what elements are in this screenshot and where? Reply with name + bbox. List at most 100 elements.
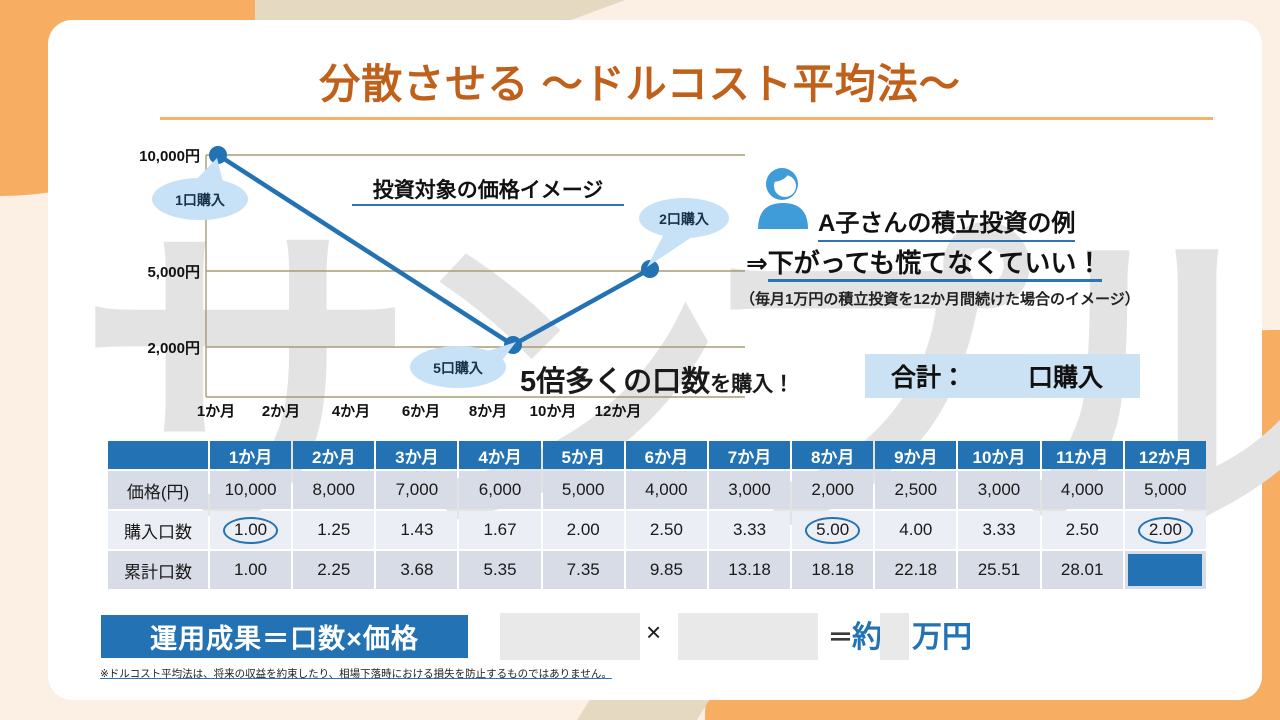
price-cell: 10,000 xyxy=(210,471,292,509)
total-label: 合計： xyxy=(891,364,967,392)
x-tick-10: 10か月 xyxy=(530,403,577,420)
cumulative-cell: 1.00 xyxy=(210,551,292,589)
month-header: 12か月 xyxy=(1124,441,1206,469)
hidden-value-box xyxy=(1128,554,1203,586)
units-cell: 1.00 xyxy=(210,511,292,549)
units-cell: 1.25 xyxy=(293,511,375,549)
units-cell: 3.33 xyxy=(958,511,1040,549)
buy-more-callout: 5倍多くの口数を購入！ xyxy=(520,358,794,400)
month-header: 6か月 xyxy=(625,441,707,469)
table-corner-cell xyxy=(108,441,208,469)
chart-title: 投資対象の価格イメージ xyxy=(373,178,604,202)
formula-blank-result xyxy=(880,613,909,660)
subnote: （毎月1万円の積立投資を12か月間続けた場合のイメージ） xyxy=(740,291,1140,308)
y-tick-5000: 5,000円 xyxy=(147,264,200,281)
units-cell: 1.43 xyxy=(376,511,458,549)
cumulative-cell: 28.01 xyxy=(1041,551,1123,589)
month-header: 3か月 xyxy=(376,441,458,469)
x-tick-8: 8か月 xyxy=(469,403,507,420)
point-month12 xyxy=(641,260,659,278)
x-tick-12: 12か月 xyxy=(595,403,642,420)
units-cell: 3.33 xyxy=(708,511,791,549)
buy-more-suffix: を購入！ xyxy=(710,373,795,396)
price-cell: 7,000 xyxy=(376,471,458,509)
row-label-price: 価格(円) xyxy=(108,471,208,509)
bubble-2-tail xyxy=(647,230,692,267)
arrow-glyph: ⇒ xyxy=(746,248,768,278)
disclaimer-footnote: ※ドルコスト平均法は、将来の収益を約束したり、相場下落時における損失を防止するも… xyxy=(100,668,612,680)
units-cell: 2.50 xyxy=(1041,511,1123,549)
month-header: 2か月 xyxy=(293,441,375,469)
total-suffix: 口購入 xyxy=(1028,364,1104,392)
units-cell: 4.00 xyxy=(875,511,957,549)
price-cell: 2,500 xyxy=(875,471,957,509)
formula-label-box: 運用成果＝口数×価格 xyxy=(101,615,468,658)
cumulative-cell: 2.25 xyxy=(293,551,375,589)
buy-more-text: 5倍多くの口数 xyxy=(520,366,711,398)
cumulative-cell-hidden xyxy=(1124,551,1206,589)
equals-sign: ＝ xyxy=(828,624,854,652)
month-header: 4か月 xyxy=(459,441,541,469)
price-cell: 6,000 xyxy=(459,471,541,509)
cumulative-cell: 22.18 xyxy=(875,551,957,589)
units-cell: 2.00 xyxy=(542,511,624,549)
circled-value: 2.00 xyxy=(1137,516,1193,544)
bubble-5-label: 5口購入 xyxy=(433,360,483,376)
row-label-cumulative: 累計口数 xyxy=(108,551,208,589)
price-cell: 2,000 xyxy=(792,471,874,509)
price-row: 価格(円) 10,000 8,000 7,000 6,000 5,000 4,0… xyxy=(108,471,1206,509)
units-cell: 1.67 xyxy=(459,511,541,549)
row-label-units: 購入口数 xyxy=(108,511,208,549)
month-header: 1か月 xyxy=(210,441,292,469)
cumulative-cell: 18.18 xyxy=(792,551,874,589)
unit-text: 万円 xyxy=(912,621,972,654)
x-tick-4: 4か月 xyxy=(332,403,370,420)
cumulative-cell: 13.18 xyxy=(708,551,791,589)
month-header: 5か月 xyxy=(542,441,624,469)
units-cell: 2.50 xyxy=(625,511,707,549)
circled-value: 1.00 xyxy=(223,516,279,544)
circled-value: 5.00 xyxy=(805,516,861,544)
bubble-2-label: 2口購入 xyxy=(659,211,709,227)
month-header: 7か月 xyxy=(708,441,791,469)
price-cell: 5,000 xyxy=(1124,471,1206,509)
units-bought-row: 購入口数 1.00 1.25 1.43 1.67 2.00 2.50 3.33 … xyxy=(108,511,1206,549)
cumulative-cell: 9.85 xyxy=(625,551,707,589)
bg-shape-top-tan xyxy=(255,0,625,22)
monthly-data-table: 1か月 2か月 3か月 4か月 5か月 6か月 7か月 8か月 9か月 10か月… xyxy=(106,439,1208,591)
point-month1 xyxy=(209,146,227,164)
formula-blank-units xyxy=(500,613,640,660)
headline: ⇒下がっても慌てなくていい！ xyxy=(746,243,1103,282)
month-header: 10か月 xyxy=(958,441,1040,469)
month-header: 8か月 xyxy=(792,441,874,469)
units-cell: 5.00 xyxy=(792,511,874,549)
x-tick-2: 2か月 xyxy=(262,403,300,420)
month-header: 11か月 xyxy=(1041,441,1123,469)
approx-text: 約 xyxy=(852,621,882,654)
bubble-5 xyxy=(410,346,506,388)
price-cell: 4,000 xyxy=(1041,471,1123,509)
x-tick-6: 6か月 xyxy=(402,403,440,420)
total-units-box: 合計： 口購入 xyxy=(865,354,1140,398)
cumulative-cell: 7.35 xyxy=(542,551,624,589)
formula-blank-price xyxy=(678,613,818,660)
bubble-1 xyxy=(152,178,248,220)
cumulative-cell: 25.51 xyxy=(958,551,1040,589)
headline-text: 下がっても慌てなくていい！ xyxy=(767,248,1103,282)
bubble-1-label: 1口購入 xyxy=(175,192,225,208)
person-icon xyxy=(758,168,808,229)
title-underline xyxy=(160,117,1213,120)
cumulative-cell: 5.35 xyxy=(459,551,541,589)
y-tick-10000: 10,000円 xyxy=(139,148,200,165)
bg-shape-bottom-tan xyxy=(577,699,710,720)
multiply-sign: × xyxy=(646,617,662,647)
price-cell: 3,000 xyxy=(708,471,791,509)
page-title: 分散させる ～ドルコスト平均法～ xyxy=(319,61,961,107)
price-cell: 3,000 xyxy=(958,471,1040,509)
bubble-2 xyxy=(639,198,729,238)
units-cell: 2.00 xyxy=(1124,511,1206,549)
table-header-row: 1か月 2か月 3か月 4か月 5か月 6か月 7か月 8か月 9か月 10か月… xyxy=(108,441,1206,469)
cumulative-units-row: 累計口数 1.00 2.25 3.68 5.35 7.35 9.85 13.18… xyxy=(108,551,1206,589)
price-cell: 5,000 xyxy=(542,471,624,509)
